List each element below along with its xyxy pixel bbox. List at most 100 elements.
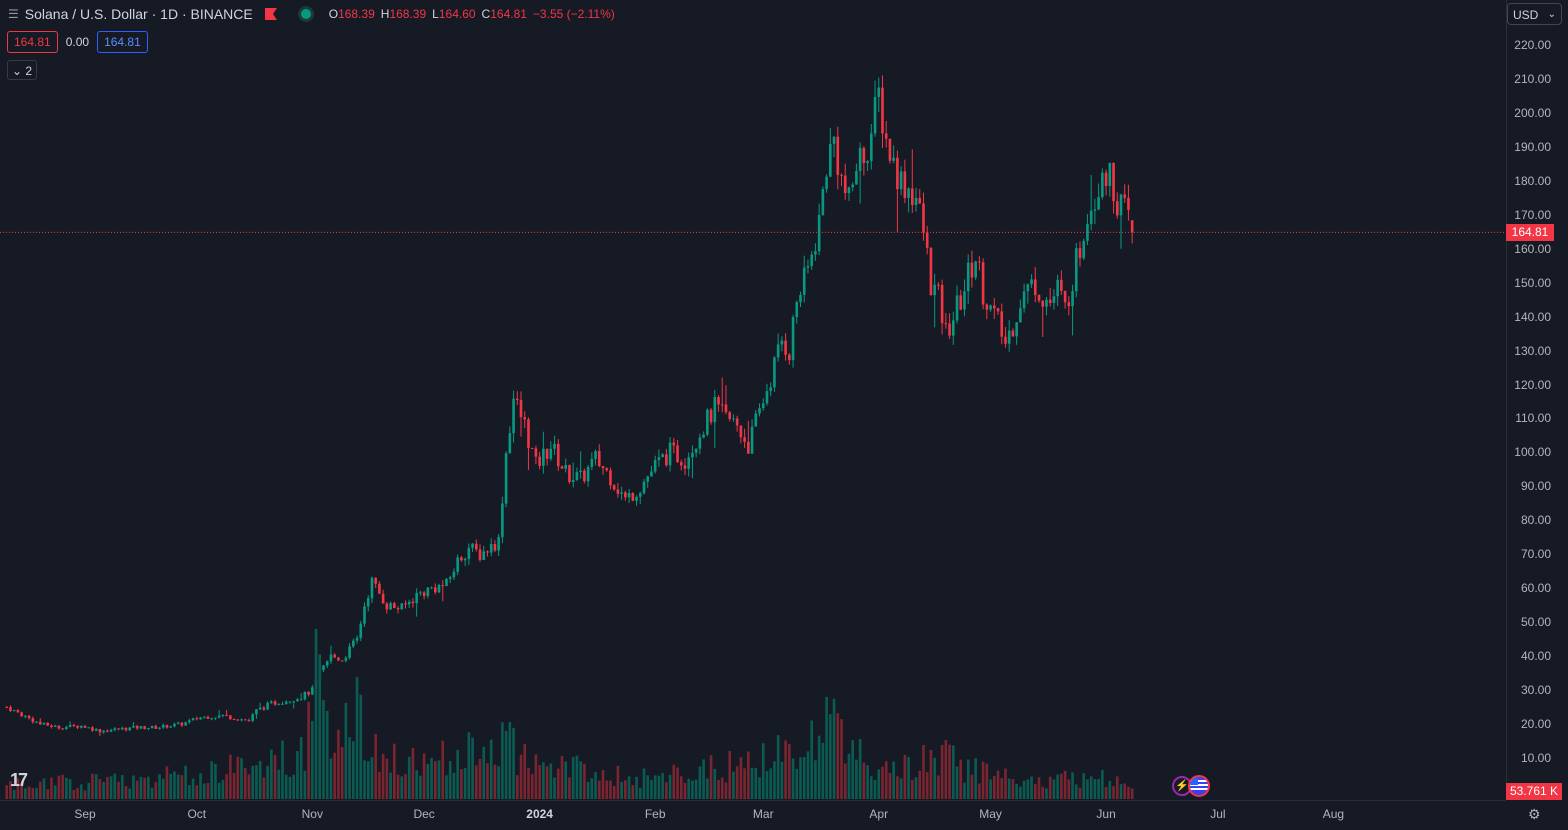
candle-body — [109, 729, 113, 732]
candle-body — [653, 460, 657, 472]
chevron-down-icon: ⌄ — [11, 64, 23, 78]
hamburger-icon[interactable]: ☰ — [8, 7, 19, 21]
candle-body — [646, 476, 650, 482]
us-flag-event-icon[interactable] — [1188, 775, 1210, 797]
candle-body — [821, 189, 825, 215]
volume-bar — [981, 761, 985, 799]
candle-body — [98, 729, 102, 733]
tradingview-logo-icon[interactable]: 17 — [10, 770, 28, 790]
volume-bar — [504, 730, 508, 799]
volume-bar — [393, 743, 396, 799]
volume-bar — [340, 747, 344, 799]
candles-group — [5, 75, 1134, 736]
volume-bar — [799, 757, 802, 799]
candle-body — [1019, 308, 1022, 323]
volume-bar — [843, 763, 847, 799]
candle-body — [944, 323, 948, 325]
volume-bar — [1119, 784, 1123, 799]
volume-bar — [788, 743, 791, 799]
volume-bar — [199, 773, 202, 799]
candle-body — [1086, 223, 1089, 241]
volume-bar — [724, 782, 728, 799]
candle-body — [120, 727, 124, 730]
chart-legend: ☰ Solana / U.S. Dollar · 1D · BINANCE O1… — [8, 4, 615, 24]
candle-body — [556, 443, 560, 467]
volume-bar — [430, 757, 433, 799]
volume-bar — [903, 754, 907, 799]
volume-bar — [258, 760, 262, 799]
volume-bar — [53, 785, 57, 799]
volume-bar — [117, 781, 120, 799]
candle-body — [225, 714, 228, 716]
volume-bar — [590, 778, 594, 799]
candle-body — [508, 433, 512, 454]
volume-bar — [288, 776, 292, 799]
volume-bar — [754, 767, 758, 799]
volume-bar — [452, 772, 456, 799]
price-axis[interactable]: 220.00 210.00 200.00 190.00 180.00 170.00 160.… — [1506, 0, 1568, 800]
candle-body — [474, 543, 478, 550]
candle-body — [1052, 296, 1056, 303]
candle-body — [348, 646, 351, 658]
bid-price-box[interactable]: 164.81 — [7, 31, 58, 53]
volume-bar — [94, 774, 98, 799]
volume-bar — [501, 722, 504, 799]
candle-body — [296, 699, 299, 702]
candle-body — [191, 718, 195, 721]
candle-body — [1048, 299, 1052, 303]
flag-icon[interactable] — [264, 8, 277, 20]
ask-price-box[interactable]: 164.81 — [97, 31, 148, 53]
volume-bars-group — [5, 628, 1134, 799]
volume-bar — [437, 760, 441, 799]
volume-bar — [27, 786, 31, 799]
volume-bar — [1007, 778, 1011, 799]
volume-bar — [925, 772, 929, 799]
volume-bar — [1101, 769, 1104, 799]
time-axis[interactable]: Sep Oct Nov Dec 2024 Feb Mar Apr May Jun Jul Aug — [0, 800, 1506, 830]
volume-bar — [79, 784, 83, 799]
candle-body — [914, 197, 918, 205]
currency-select[interactable]: USD ⌄ — [1507, 3, 1562, 25]
candle-body — [553, 443, 556, 449]
candle-body — [1101, 172, 1104, 198]
settings-icon[interactable]: ⚙ — [1528, 806, 1541, 822]
candle-body — [188, 720, 191, 723]
volume-bar — [642, 768, 646, 799]
candle-body — [862, 147, 866, 164]
candle-body — [978, 261, 981, 263]
symbol-title[interactable]: Solana / U.S. Dollar · 1D · BINANCE — [24, 6, 253, 22]
candle-body — [270, 701, 273, 703]
candle-body — [299, 699, 303, 701]
volume-bar — [493, 764, 497, 799]
candle-body — [698, 437, 702, 449]
candle-body — [292, 701, 295, 703]
volume-bar — [448, 760, 452, 799]
volume-bar — [646, 775, 650, 799]
candle-body — [195, 718, 199, 720]
candle-body — [422, 592, 426, 596]
candle-body — [724, 404, 728, 413]
candle-body — [788, 354, 791, 361]
price-chart[interactable] — [0, 0, 1505, 800]
volume-bar — [16, 778, 20, 799]
candle-body — [501, 503, 504, 538]
volume-bar — [638, 788, 642, 799]
volume-bar — [482, 746, 486, 799]
candle-body — [530, 447, 534, 449]
candle-body — [1022, 291, 1026, 309]
candle-body — [72, 725, 76, 727]
candle-body — [150, 725, 154, 729]
volume-bar — [549, 763, 553, 799]
candle-body — [478, 549, 482, 560]
candle-body — [720, 404, 724, 406]
volume-bar — [743, 768, 746, 799]
ohlc-key: C — [481, 7, 491, 21]
candle-body — [814, 251, 817, 255]
volume-bar — [359, 694, 363, 799]
collapse-indicators-button[interactable]: ⌄ 2 — [7, 60, 37, 80]
candle-body — [989, 305, 992, 310]
volume-bar — [433, 761, 437, 799]
volume-bar — [862, 762, 866, 799]
volume-bar — [515, 775, 519, 799]
candle-body — [430, 587, 433, 589]
